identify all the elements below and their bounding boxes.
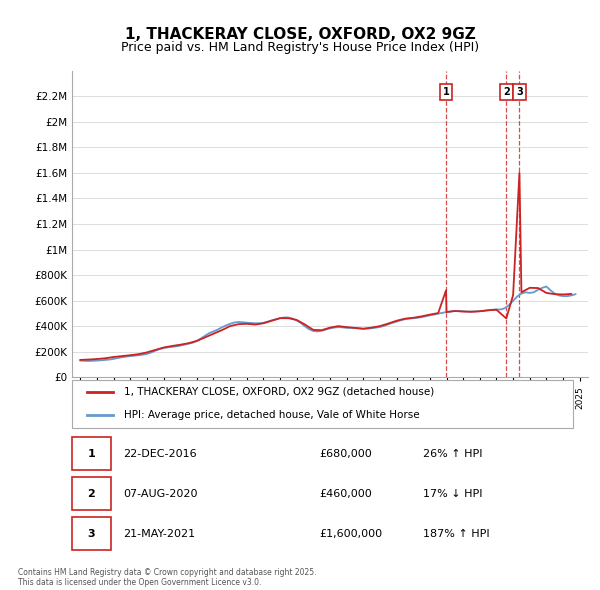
Text: 2: 2 <box>503 87 509 97</box>
Text: Price paid vs. HM Land Registry's House Price Index (HPI): Price paid vs. HM Land Registry's House … <box>121 41 479 54</box>
Text: 3: 3 <box>516 87 523 97</box>
Text: 22-DEC-2016: 22-DEC-2016 <box>124 448 197 458</box>
Text: 1: 1 <box>443 87 449 97</box>
Text: £680,000: £680,000 <box>320 448 373 458</box>
Text: £1,600,000: £1,600,000 <box>320 529 383 539</box>
Text: 1: 1 <box>87 448 95 458</box>
Text: 3: 3 <box>87 529 95 539</box>
Text: 187% ↑ HPI: 187% ↑ HPI <box>423 529 490 539</box>
Text: Contains HM Land Registry data © Crown copyright and database right 2025.
This d: Contains HM Land Registry data © Crown c… <box>18 568 317 587</box>
Text: £460,000: £460,000 <box>320 489 373 499</box>
Text: HPI: Average price, detached house, Vale of White Horse: HPI: Average price, detached house, Vale… <box>124 410 419 420</box>
Text: 26% ↑ HPI: 26% ↑ HPI <box>423 448 482 458</box>
Text: 21-MAY-2021: 21-MAY-2021 <box>124 529 196 539</box>
Text: 07-AUG-2020: 07-AUG-2020 <box>124 489 198 499</box>
Text: 17% ↓ HPI: 17% ↓ HPI <box>423 489 482 499</box>
Text: 1, THACKERAY CLOSE, OXFORD, OX2 9GZ (detached house): 1, THACKERAY CLOSE, OXFORD, OX2 9GZ (det… <box>124 387 434 397</box>
FancyBboxPatch shape <box>72 437 110 470</box>
FancyBboxPatch shape <box>72 477 110 510</box>
Text: 1, THACKERAY CLOSE, OXFORD, OX2 9GZ: 1, THACKERAY CLOSE, OXFORD, OX2 9GZ <box>125 27 475 41</box>
FancyBboxPatch shape <box>72 517 110 550</box>
Text: 2: 2 <box>87 489 95 499</box>
FancyBboxPatch shape <box>72 381 572 428</box>
